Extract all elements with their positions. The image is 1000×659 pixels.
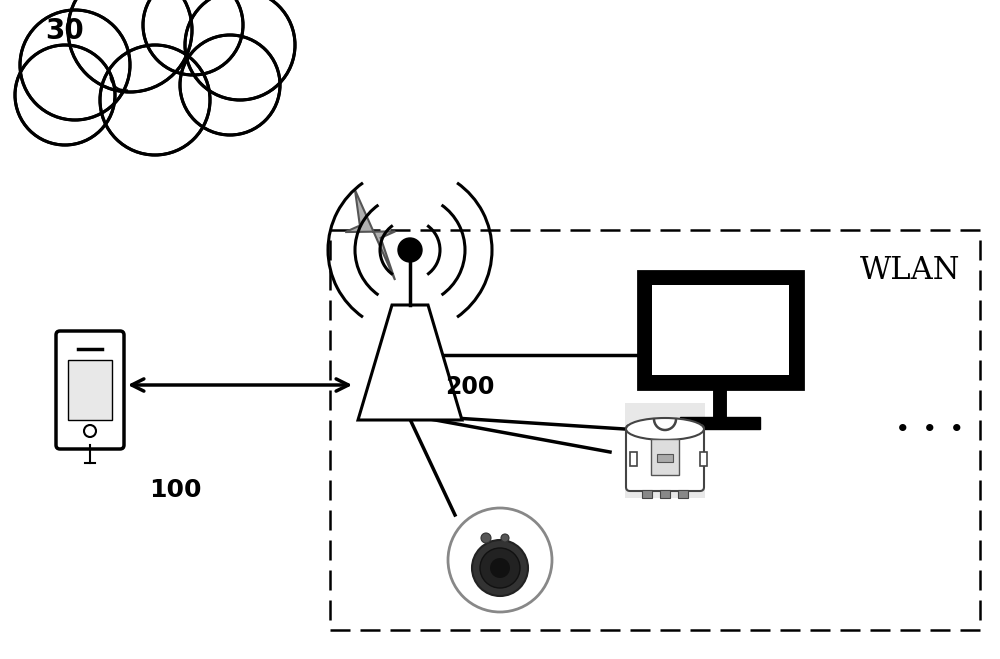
Text: 100: 100: [149, 478, 201, 502]
Ellipse shape: [626, 418, 704, 440]
Bar: [638, 271, 802, 389]
FancyBboxPatch shape: [56, 331, 124, 449]
Polygon shape: [358, 305, 462, 420]
Bar: [680, 417, 760, 429]
Bar: [652, 285, 788, 375]
Text: 200: 200: [445, 375, 494, 399]
Bar: [630, 452, 637, 466]
Bar: [678, 490, 688, 498]
Circle shape: [448, 508, 552, 612]
Circle shape: [480, 548, 520, 588]
Circle shape: [490, 558, 510, 578]
Circle shape: [185, 0, 295, 100]
Circle shape: [100, 45, 210, 155]
Circle shape: [398, 238, 422, 262]
Circle shape: [143, 0, 243, 75]
Circle shape: [501, 534, 509, 542]
Bar: [68, 360, 112, 420]
Text: WLAN: WLAN: [860, 255, 960, 286]
Bar: [330, 230, 980, 630]
Bar: [651, 439, 679, 475]
Circle shape: [15, 45, 115, 145]
Text: 30: 30: [45, 17, 84, 45]
Text: · · ·: · · ·: [896, 411, 964, 449]
Circle shape: [68, 0, 192, 92]
Circle shape: [20, 10, 130, 120]
Bar: [625, 403, 705, 498]
Bar: [657, 454, 673, 462]
FancyBboxPatch shape: [626, 425, 704, 491]
Circle shape: [180, 35, 280, 135]
Polygon shape: [345, 190, 395, 280]
Bar: [642, 490, 652, 498]
Polygon shape: [15, 0, 295, 155]
Circle shape: [481, 533, 491, 543]
Circle shape: [472, 540, 528, 596]
Bar: [660, 490, 670, 498]
Bar: [700, 452, 707, 466]
